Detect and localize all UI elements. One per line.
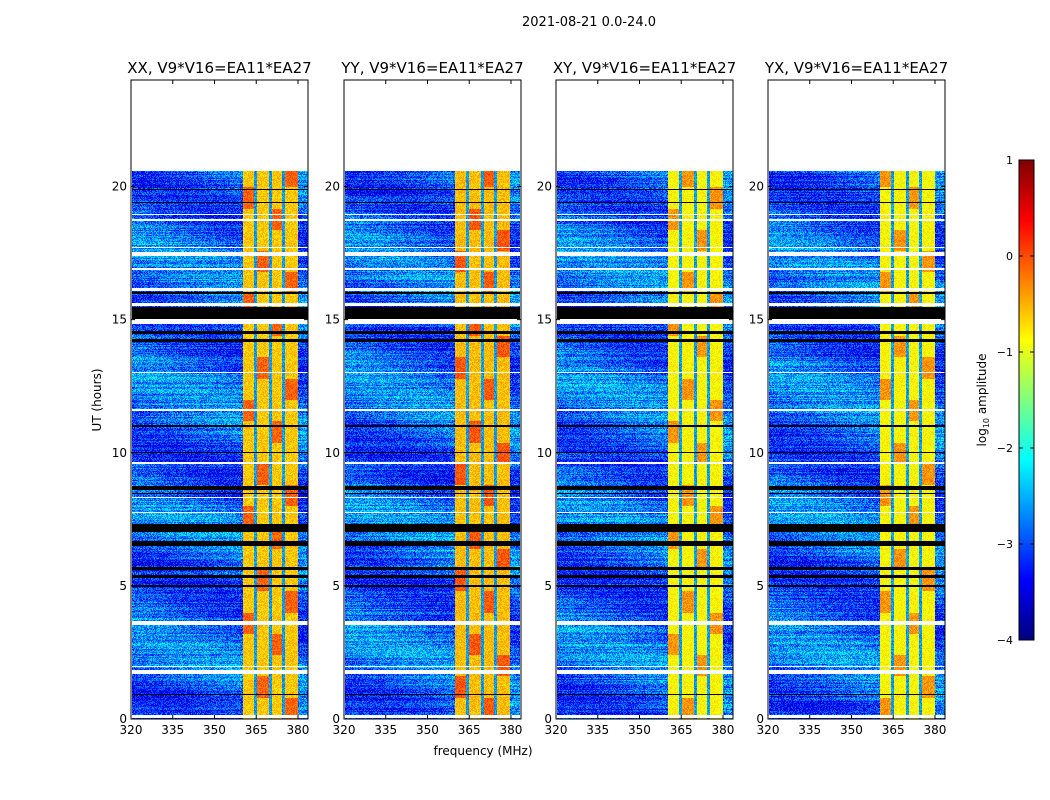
y-tick-label: 20 [537, 180, 552, 194]
y-axis-label: UT (hours) [90, 368, 104, 431]
figure-title: 2021-08-21 0.0-24.0 [522, 15, 656, 30]
y-tick-label: 10 [112, 446, 127, 460]
y-tick-label: 5 [544, 579, 552, 593]
y-tick-label: 5 [119, 579, 127, 593]
x-tick-label: 380 [500, 723, 523, 737]
colorbar-tick-label: 1 [1006, 154, 1013, 167]
y-tick-label: 5 [756, 579, 764, 593]
x-tick-label: 320 [120, 723, 143, 737]
x-tick-label: 380 [712, 723, 735, 737]
x-tick-label: 335 [374, 723, 397, 737]
panel-title: YY, V9*V16=EA11*EA27 [340, 59, 523, 77]
colorbar-tick-label: −2 [997, 442, 1013, 455]
y-tick-label: 0 [332, 712, 340, 726]
y-tick-label: 10 [325, 446, 340, 460]
x-tick-label: 350 [203, 723, 226, 737]
y-tick-label: 0 [756, 712, 764, 726]
heatmap-yy [345, 81, 520, 719]
panel-frame [767, 79, 946, 720]
y-tick-label: 20 [112, 180, 127, 194]
x-axis-label: frequency (MHz) [433, 744, 532, 758]
x-tick-label: 350 [840, 723, 863, 737]
y-tick-label: 20 [325, 180, 340, 194]
x-tick-label: 365 [245, 723, 268, 737]
y-tick-label: 15 [325, 313, 340, 327]
y-tick-label: 0 [544, 712, 552, 726]
x-tick-label: 380 [924, 723, 947, 737]
colorbar-label: log10 amplitude [975, 354, 991, 447]
panel-frame [130, 79, 309, 720]
colorbar-frame [1018, 159, 1035, 641]
panel-title: YX, V9*V16=EA11*EA27 [764, 59, 948, 77]
y-tick-label: 20 [749, 180, 764, 194]
x-tick-label: 335 [798, 723, 821, 737]
x-tick-label: 365 [670, 723, 693, 737]
y-tick-label: 10 [749, 446, 764, 460]
heatmap-yx [769, 81, 945, 719]
panel-frame [555, 79, 734, 720]
x-tick-label: 380 [287, 723, 310, 737]
heatmap-xy [557, 81, 733, 719]
colorbar-tick-label: −1 [997, 346, 1013, 359]
x-tick-label: 335 [161, 723, 184, 737]
x-tick-label: 335 [586, 723, 609, 737]
colorbar-tick-label: −3 [997, 538, 1013, 551]
x-tick-label: 350 [416, 723, 439, 737]
x-tick-label: 320 [757, 723, 780, 737]
colorbar-gradient [1019, 160, 1034, 640]
x-tick-label: 320 [545, 723, 568, 737]
heatmap-xx [132, 81, 308, 719]
x-tick-label: 320 [333, 723, 356, 737]
y-tick-label: 0 [119, 712, 127, 726]
panel-title: XX, V9*V16=EA11*EA27 [127, 59, 311, 77]
y-tick-label: 5 [332, 579, 340, 593]
x-tick-label: 350 [628, 723, 651, 737]
colorbar-tick-label: −4 [997, 634, 1013, 647]
y-tick-label: 15 [112, 313, 127, 327]
y-tick-label: 10 [537, 446, 552, 460]
y-tick-label: 15 [537, 313, 552, 327]
x-tick-label: 365 [882, 723, 905, 737]
x-tick-label: 365 [458, 723, 481, 737]
y-tick-label: 15 [749, 313, 764, 327]
panel-frame [343, 79, 522, 720]
colorbar-tick-label: 0 [1006, 250, 1013, 263]
panel-title: XY, V9*V16=EA11*EA27 [553, 59, 736, 77]
